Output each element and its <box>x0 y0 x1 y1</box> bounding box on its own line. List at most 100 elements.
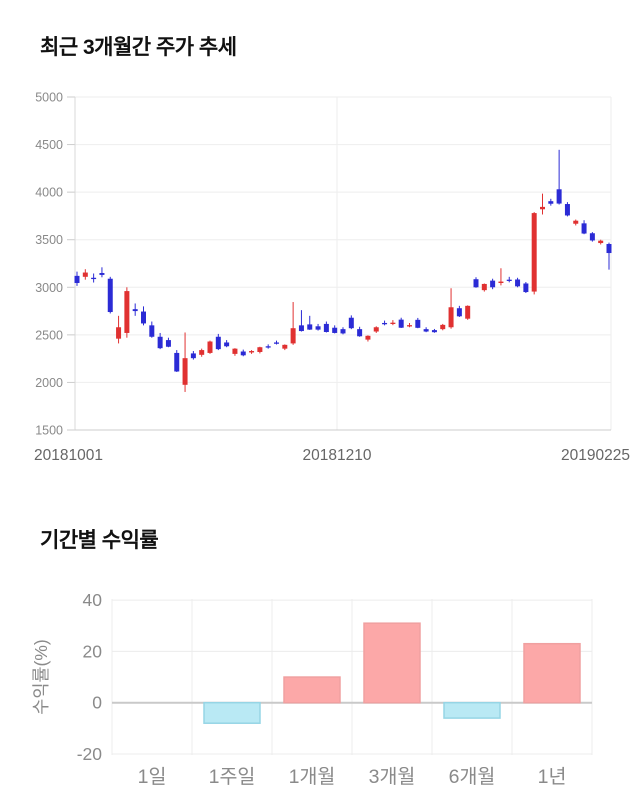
candle-body <box>398 319 404 328</box>
candle-body <box>132 309 138 312</box>
candle-body <box>431 330 437 333</box>
candle-body <box>515 279 521 287</box>
candle <box>407 322 412 328</box>
candle <box>323 321 329 333</box>
price-chart-title: 최근 3개월간 주가 추세 <box>40 36 237 59</box>
candle <box>141 306 146 326</box>
returns-bar-chart: 40 20 0 -20 수익률(%) 1일 1주일 1개월 3개월 6개월 1년 <box>31 590 593 788</box>
candle-body <box>165 340 171 347</box>
return-bar <box>203 701 261 724</box>
candle-body <box>332 327 338 333</box>
y-tick-label: 40 <box>83 590 103 610</box>
returns-chart-title: 기간별 수익률 <box>40 529 159 552</box>
candle-body <box>348 317 354 329</box>
candle <box>307 315 313 330</box>
candle <box>165 337 171 348</box>
y-tick-label: 3500 <box>35 233 63 247</box>
y-tick-label: 3000 <box>35 281 63 295</box>
candle-body <box>99 273 105 275</box>
category-label: 1년 <box>538 766 567 788</box>
candle <box>456 305 462 317</box>
return-bar <box>523 642 581 704</box>
x-date-label: 20190225 <box>561 447 630 464</box>
y-tick-label: 20 <box>83 641 103 661</box>
candle-body <box>224 342 230 347</box>
candle <box>573 219 579 226</box>
candle-body <box>157 336 163 349</box>
candle-body <box>589 233 595 241</box>
candle-body <box>598 240 604 244</box>
candle <box>481 283 487 292</box>
candle <box>224 340 230 348</box>
candle-body <box>290 328 296 344</box>
candle <box>556 149 562 205</box>
candle-body <box>274 342 279 344</box>
candle-body <box>124 291 130 333</box>
candle <box>332 325 338 334</box>
candle-body <box>315 326 321 330</box>
candle <box>365 335 371 342</box>
candle-body <box>415 319 421 328</box>
candle <box>190 351 196 360</box>
candle <box>91 273 97 283</box>
candle-body <box>448 307 454 328</box>
candle-body <box>440 324 446 330</box>
candle <box>598 239 604 245</box>
candle-body <box>323 323 329 333</box>
candle-body <box>373 327 379 332</box>
candle <box>540 193 545 215</box>
candle-body <box>498 281 504 284</box>
candle-body <box>249 351 255 353</box>
candle <box>440 323 446 331</box>
candle-body <box>573 220 579 224</box>
candle-body <box>423 329 429 332</box>
candle <box>249 350 255 354</box>
candle-body <box>581 223 587 234</box>
candle <box>465 305 471 320</box>
candle-body <box>215 336 221 350</box>
candle-body <box>523 283 529 293</box>
candle <box>107 276 113 314</box>
candle <box>124 287 130 338</box>
candle <box>298 310 304 332</box>
candle <box>290 302 296 345</box>
candle <box>415 317 421 329</box>
candle-body <box>141 311 146 324</box>
candle <box>373 326 379 333</box>
candle <box>282 344 288 351</box>
candle <box>132 303 138 316</box>
category-label: 1주일 <box>209 766 256 788</box>
candle-body <box>456 308 462 317</box>
candle <box>199 348 205 357</box>
candle-body <box>207 341 213 353</box>
candle-body <box>174 352 180 372</box>
candle-body <box>490 280 496 288</box>
candle-body <box>564 204 570 216</box>
candle <box>606 242 612 270</box>
candle <box>589 232 595 242</box>
candle <box>581 220 587 235</box>
y-tick-label: 4500 <box>35 138 63 152</box>
candle-body <box>265 346 271 348</box>
candle-body <box>465 305 471 319</box>
candle <box>448 288 454 329</box>
candle <box>398 317 404 329</box>
candle <box>99 267 105 278</box>
return-bar <box>283 676 341 704</box>
candle-body <box>91 277 97 280</box>
candle-body <box>149 325 155 337</box>
candle <box>423 327 429 333</box>
candle-body <box>407 325 412 327</box>
candle-body <box>606 243 612 254</box>
candle-body <box>340 329 346 334</box>
y-tick-label: -20 <box>77 744 103 764</box>
candle <box>232 348 238 356</box>
return-bar <box>443 701 501 719</box>
candle <box>431 328 437 333</box>
candle-body <box>240 351 246 356</box>
candle-body <box>190 353 196 359</box>
candle-body <box>357 329 363 337</box>
candle <box>523 282 529 293</box>
x-date-label: 20181001 <box>34 447 103 464</box>
